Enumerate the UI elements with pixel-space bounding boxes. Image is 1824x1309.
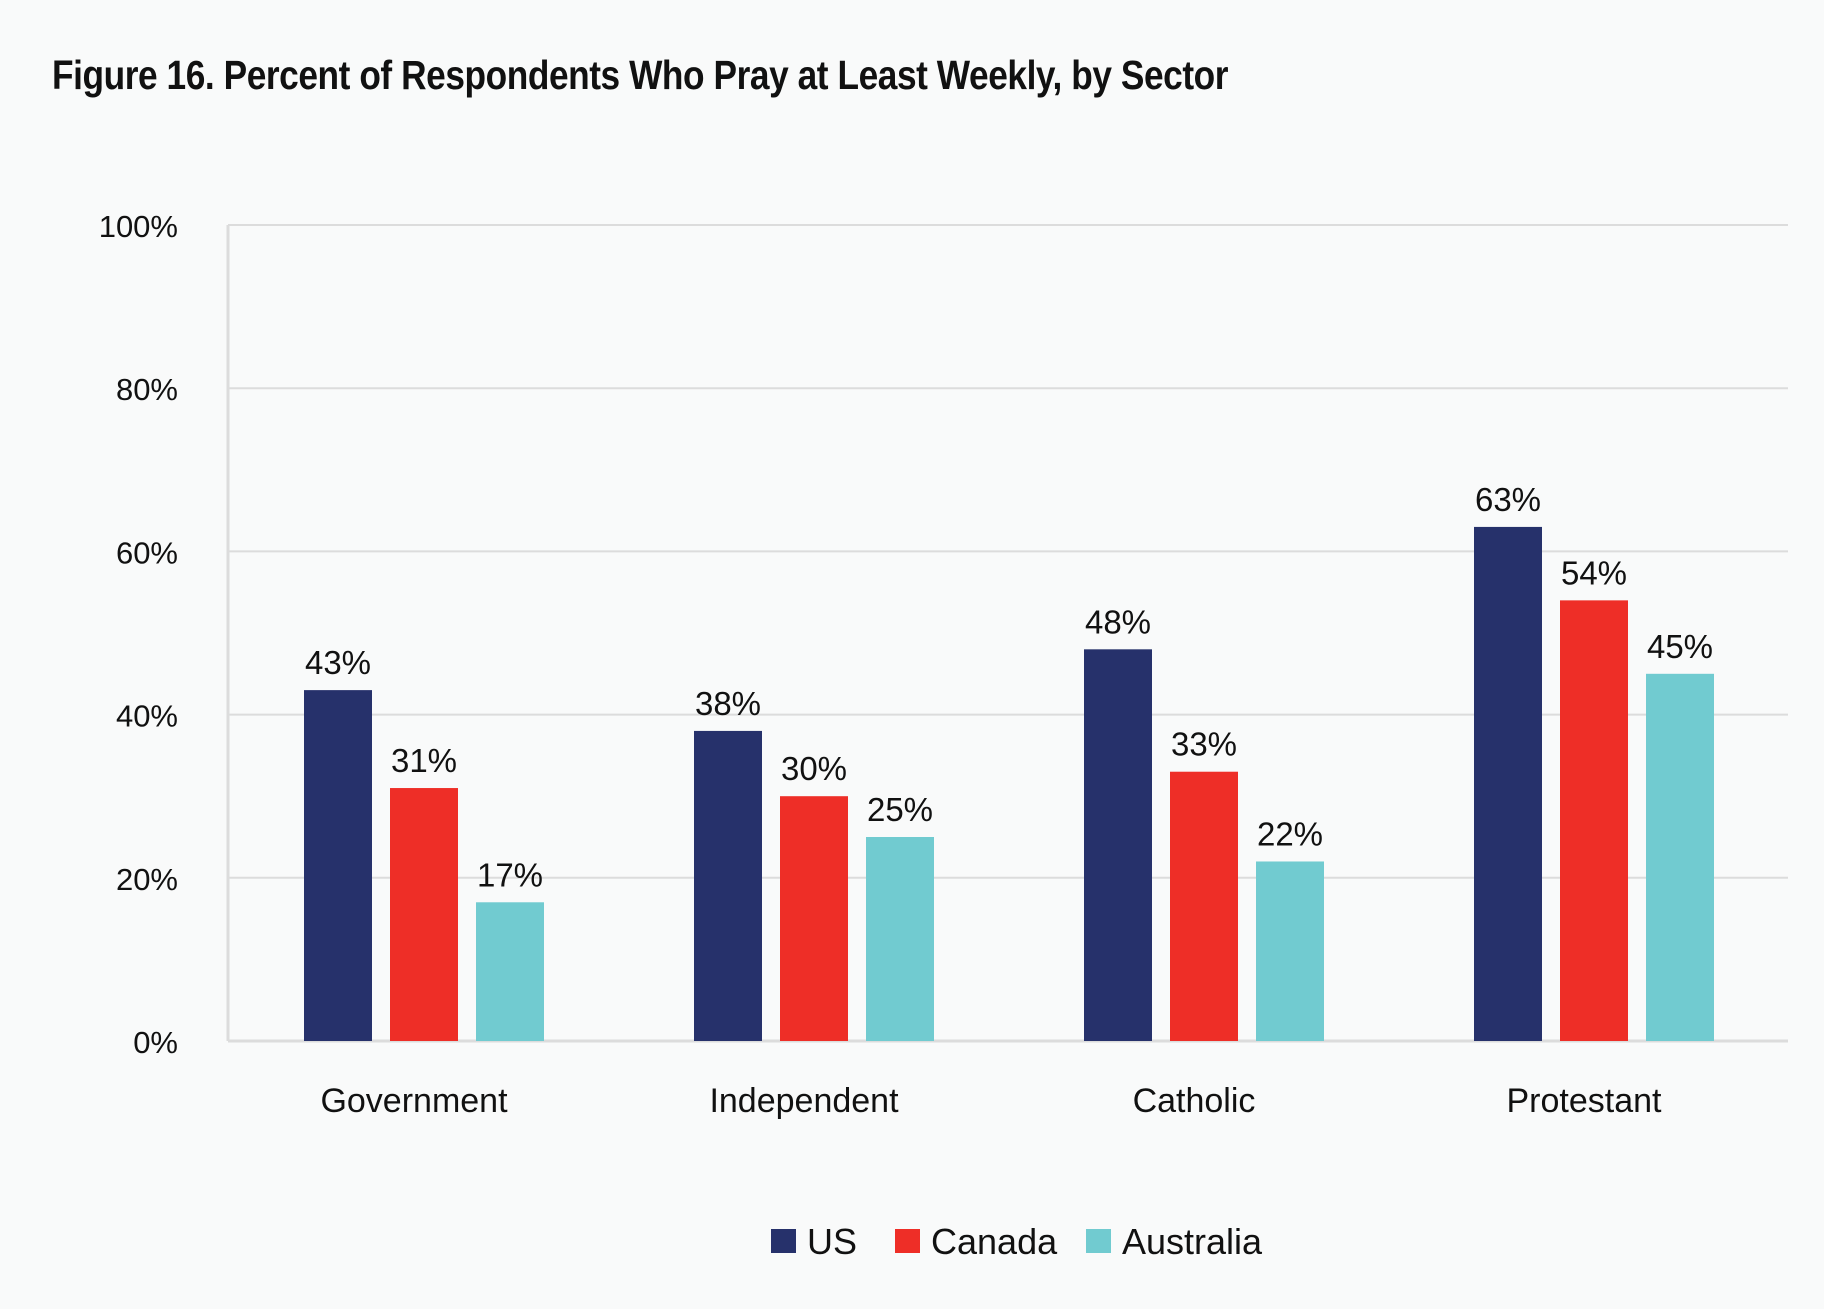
data-label: 25% bbox=[867, 791, 933, 828]
bars bbox=[304, 526, 1714, 1041]
category-label: Catholic bbox=[1133, 1082, 1256, 1120]
category-label: Independent bbox=[709, 1082, 899, 1120]
y-tick-label: 40% bbox=[116, 699, 178, 734]
category-label: Government bbox=[320, 1082, 508, 1120]
data-label: 33% bbox=[1171, 726, 1237, 763]
bar-australia-independent bbox=[866, 837, 934, 1041]
category-label: Protestant bbox=[1507, 1082, 1663, 1120]
legend-label-australia: Australia bbox=[1122, 1221, 1263, 1262]
legend-label-us: US bbox=[807, 1221, 857, 1262]
gridlines bbox=[226, 224, 1788, 1043]
y-tick-label: 60% bbox=[116, 535, 178, 570]
data-label: 17% bbox=[477, 856, 543, 893]
legend-label-canada: Canada bbox=[931, 1221, 1058, 1262]
chart-title: Figure 16. Percent of Respondents Who Pr… bbox=[52, 52, 1229, 98]
data-labels: 43% 31% 17% 38% 30% 25% 48% 33% 22% 63% 54% 45% bbox=[305, 481, 1713, 893]
data-label: 63% bbox=[1475, 481, 1541, 518]
bar-australia-protestant bbox=[1646, 673, 1714, 1041]
bar-australia-government bbox=[476, 902, 544, 1041]
data-label: 54% bbox=[1561, 554, 1627, 591]
data-label: 38% bbox=[695, 685, 761, 722]
y-tick-label: 80% bbox=[116, 372, 178, 407]
bar-canada-independent bbox=[780, 796, 848, 1041]
x-axis: Government Independent Catholic Protestant bbox=[320, 1082, 1662, 1120]
legend-swatch-us bbox=[771, 1229, 796, 1253]
bar-us-independent bbox=[694, 730, 762, 1041]
legend: US Canada Australia bbox=[771, 1221, 1263, 1262]
data-label: 22% bbox=[1257, 815, 1323, 852]
data-label: 48% bbox=[1085, 603, 1151, 640]
bar-us-protestant bbox=[1474, 526, 1542, 1041]
y-tick-label: 20% bbox=[116, 862, 178, 897]
legend-swatch-australia bbox=[1086, 1229, 1111, 1253]
y-tick-label: 100% bbox=[99, 209, 178, 244]
data-label: 43% bbox=[305, 644, 371, 681]
bar-us-government bbox=[304, 690, 372, 1041]
bar-australia-catholic bbox=[1256, 861, 1324, 1041]
bar-us-catholic bbox=[1084, 649, 1152, 1041]
data-label: 31% bbox=[391, 742, 457, 779]
bar-canada-catholic bbox=[1170, 771, 1238, 1041]
legend-swatch-canada bbox=[895, 1229, 920, 1253]
y-tick-label: 0% bbox=[133, 1025, 178, 1060]
y-axis: 0% 20% 40% 60% 80% 100% bbox=[99, 209, 178, 1060]
data-label: 45% bbox=[1647, 628, 1713, 665]
bar-canada-protestant bbox=[1560, 600, 1628, 1041]
bar-canada-government bbox=[390, 788, 458, 1041]
data-label: 30% bbox=[781, 750, 847, 787]
